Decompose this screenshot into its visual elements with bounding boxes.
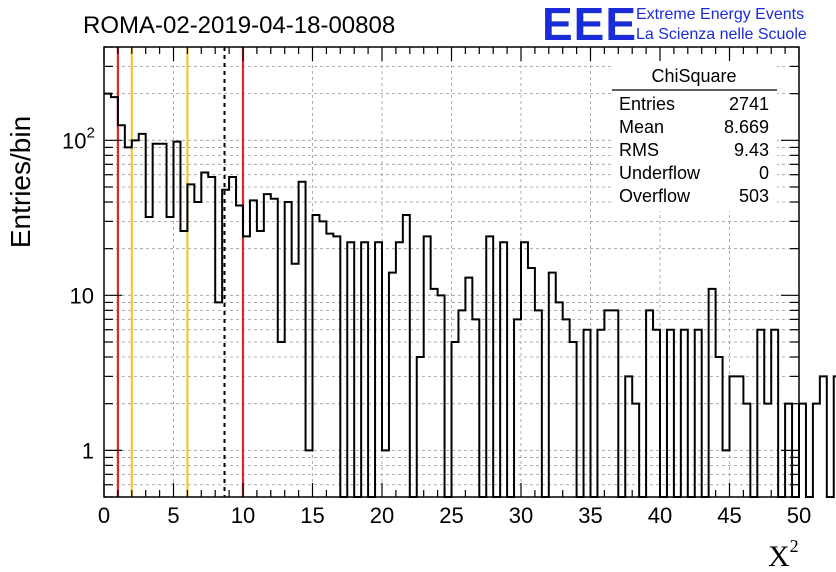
x-tick-label: 45 (717, 503, 741, 528)
x-tick-label: 50 (787, 503, 811, 528)
stats-row-label: Overflow (619, 186, 691, 206)
x-tick-label: 30 (509, 503, 533, 528)
x-tick-label: 35 (578, 503, 602, 528)
stats-row-value: 9.43 (734, 140, 769, 160)
y-tick-label: 1 (82, 438, 94, 463)
stats-row-label: Mean (619, 117, 664, 137)
eee-logo-line2: La Scienza nelle Scuole (636, 26, 807, 43)
stats-box: ChiSquare Entries 2741 Mean 8.669 RMS 9.43 Und… (612, 61, 777, 211)
stats-row-label: Underflow (619, 163, 701, 183)
stats-box-background (612, 61, 777, 211)
stats-row-label: RMS (619, 140, 659, 160)
y-tick-label: 10 (70, 283, 94, 308)
x-tick-label: 20 (370, 503, 394, 528)
stats-box-title: ChiSquare (651, 66, 736, 86)
x-axis-title: X2 (768, 536, 799, 572)
stats-box-rows: Entries 2741 Mean 8.669 RMS 9.43 Underflow 0 Ove… (619, 94, 769, 206)
x-tick-label: 15 (300, 503, 324, 528)
y-tick-label: 102 (62, 124, 95, 153)
x-tick-label: 0 (98, 503, 110, 528)
eee-logo-line1: Extreme Energy Events (636, 6, 804, 23)
x-tick-label: 40 (648, 503, 672, 528)
x-tick-label: 5 (167, 503, 179, 528)
eee-logo: EEE Extreme Energy Events La Scienza nel… (542, 0, 807, 50)
y-tick-label-exponent: 2 (86, 124, 94, 141)
chart-title: ROMA-02-2019-04-18-00808 (83, 12, 395, 39)
stats-row-value: 503 (739, 186, 769, 206)
x-axis-ticks: 0 5 10 15 20 25 30 35 40 45 50 (98, 47, 811, 528)
stats-row-value: 8.669 (724, 117, 769, 137)
stats-row-value: 0 (759, 163, 769, 183)
y-tick-label-base: 10 (70, 283, 94, 308)
y-axis-title: Entries/bin (5, 116, 36, 248)
x-axis-title-superscript: 2 (790, 536, 799, 556)
eee-logo-mark: EEE (542, 0, 637, 50)
x-tick-label: 10 (231, 503, 255, 528)
x-axis-title-base: X (768, 540, 790, 572)
x-tick-label: 25 (439, 503, 463, 528)
stats-row-label: Entries (619, 94, 675, 114)
y-tick-label-base: 10 (62, 128, 86, 153)
y-tick-label-base: 1 (82, 438, 94, 463)
stats-row-value: 2741 (729, 94, 769, 114)
